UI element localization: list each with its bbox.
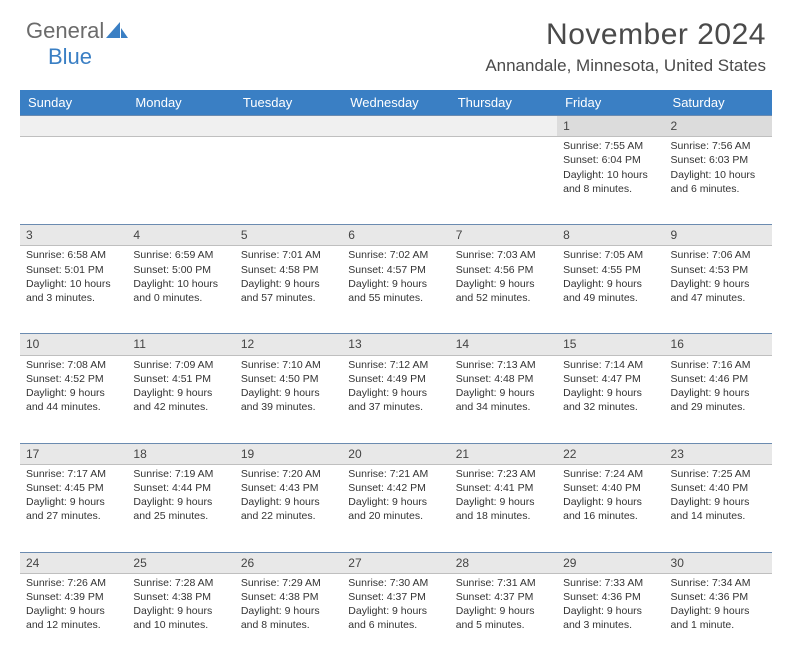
weekday-header: Wednesday: [342, 90, 449, 116]
day-number: 12: [235, 334, 342, 355]
day-content: Sunrise: 7:19 AM Sunset: 4:44 PM Dayligh…: [127, 464, 234, 552]
day-content: [450, 137, 557, 225]
day-content-row: Sunrise: 7:17 AM Sunset: 4:45 PM Dayligh…: [20, 464, 772, 552]
day-number: [127, 116, 234, 137]
day-number: 3: [20, 225, 127, 246]
day-content: Sunrise: 7:26 AM Sunset: 4:39 PM Dayligh…: [20, 573, 127, 661]
title-block: November 2024 Annandale, Minnesota, Unit…: [485, 18, 766, 76]
day-content: Sunrise: 7:28 AM Sunset: 4:38 PM Dayligh…: [127, 573, 234, 661]
day-content: Sunrise: 7:06 AM Sunset: 4:53 PM Dayligh…: [665, 246, 772, 334]
day-content: Sunrise: 7:08 AM Sunset: 4:52 PM Dayligh…: [20, 355, 127, 443]
day-number: 9: [665, 225, 772, 246]
weekday-header: Saturday: [665, 90, 772, 116]
day-content-row: Sunrise: 7:26 AM Sunset: 4:39 PM Dayligh…: [20, 573, 772, 661]
day-content: [342, 137, 449, 225]
day-content: Sunrise: 7:13 AM Sunset: 4:48 PM Dayligh…: [450, 355, 557, 443]
day-content: [127, 137, 234, 225]
day-content: Sunrise: 7:33 AM Sunset: 4:36 PM Dayligh…: [557, 573, 664, 661]
day-number: 21: [450, 443, 557, 464]
day-number: [450, 116, 557, 137]
day-number-row: 17181920212223: [20, 443, 772, 464]
logo: General Blue: [26, 18, 128, 70]
day-number: [342, 116, 449, 137]
day-content: [235, 137, 342, 225]
day-number: 20: [342, 443, 449, 464]
day-content: Sunrise: 7:12 AM Sunset: 4:49 PM Dayligh…: [342, 355, 449, 443]
day-number: 14: [450, 334, 557, 355]
day-number-row: 24252627282930: [20, 552, 772, 573]
day-content: [20, 137, 127, 225]
day-content: Sunrise: 7:31 AM Sunset: 4:37 PM Dayligh…: [450, 573, 557, 661]
location: Annandale, Minnesota, United States: [485, 56, 766, 76]
day-content: Sunrise: 7:14 AM Sunset: 4:47 PM Dayligh…: [557, 355, 664, 443]
day-number: 6: [342, 225, 449, 246]
day-number: 15: [557, 334, 664, 355]
day-number: 1: [557, 116, 664, 137]
day-content: Sunrise: 7:30 AM Sunset: 4:37 PM Dayligh…: [342, 573, 449, 661]
day-content: Sunrise: 7:20 AM Sunset: 4:43 PM Dayligh…: [235, 464, 342, 552]
day-number: 26: [235, 552, 342, 573]
day-content: Sunrise: 7:01 AM Sunset: 4:58 PM Dayligh…: [235, 246, 342, 334]
day-number: 17: [20, 443, 127, 464]
day-content-row: Sunrise: 7:08 AM Sunset: 4:52 PM Dayligh…: [20, 355, 772, 443]
day-content: Sunrise: 7:24 AM Sunset: 4:40 PM Dayligh…: [557, 464, 664, 552]
weekday-header: Tuesday: [235, 90, 342, 116]
day-number: 8: [557, 225, 664, 246]
day-content-row: Sunrise: 7:55 AM Sunset: 6:04 PM Dayligh…: [20, 137, 772, 225]
day-number: 29: [557, 552, 664, 573]
day-number: 23: [665, 443, 772, 464]
day-content: Sunrise: 7:55 AM Sunset: 6:04 PM Dayligh…: [557, 137, 664, 225]
day-number: [20, 116, 127, 137]
weekday-header: Thursday: [450, 90, 557, 116]
day-number: 22: [557, 443, 664, 464]
weekday-header-row: Sunday Monday Tuesday Wednesday Thursday…: [20, 90, 772, 116]
day-content: Sunrise: 6:58 AM Sunset: 5:01 PM Dayligh…: [20, 246, 127, 334]
month-title: November 2024: [485, 18, 766, 52]
day-number: 16: [665, 334, 772, 355]
day-number: 30: [665, 552, 772, 573]
weekday-header: Monday: [127, 90, 234, 116]
day-number: 25: [127, 552, 234, 573]
calendar-table: Sunday Monday Tuesday Wednesday Thursday…: [20, 90, 772, 661]
day-number-row: 3456789: [20, 225, 772, 246]
day-content: Sunrise: 7:56 AM Sunset: 6:03 PM Dayligh…: [665, 137, 772, 225]
day-content: Sunrise: 7:21 AM Sunset: 4:42 PM Dayligh…: [342, 464, 449, 552]
logo-text-1: General: [26, 18, 104, 43]
day-content: Sunrise: 7:23 AM Sunset: 4:41 PM Dayligh…: [450, 464, 557, 552]
day-content: Sunrise: 6:59 AM Sunset: 5:00 PM Dayligh…: [127, 246, 234, 334]
day-content-row: Sunrise: 6:58 AM Sunset: 5:01 PM Dayligh…: [20, 246, 772, 334]
day-number: 4: [127, 225, 234, 246]
day-number: 11: [127, 334, 234, 355]
day-content: Sunrise: 7:09 AM Sunset: 4:51 PM Dayligh…: [127, 355, 234, 443]
day-content: Sunrise: 7:03 AM Sunset: 4:56 PM Dayligh…: [450, 246, 557, 334]
day-content: Sunrise: 7:25 AM Sunset: 4:40 PM Dayligh…: [665, 464, 772, 552]
day-number: 18: [127, 443, 234, 464]
day-content: Sunrise: 7:05 AM Sunset: 4:55 PM Dayligh…: [557, 246, 664, 334]
day-content: Sunrise: 7:34 AM Sunset: 4:36 PM Dayligh…: [665, 573, 772, 661]
day-number: 7: [450, 225, 557, 246]
day-number: 5: [235, 225, 342, 246]
day-number: 10: [20, 334, 127, 355]
logo-sail-icon: [106, 22, 128, 43]
weekday-header: Friday: [557, 90, 664, 116]
day-number: 28: [450, 552, 557, 573]
day-number: 13: [342, 334, 449, 355]
day-content: Sunrise: 7:29 AM Sunset: 4:38 PM Dayligh…: [235, 573, 342, 661]
day-number: 19: [235, 443, 342, 464]
day-content: Sunrise: 7:02 AM Sunset: 4:57 PM Dayligh…: [342, 246, 449, 334]
day-content: Sunrise: 7:10 AM Sunset: 4:50 PM Dayligh…: [235, 355, 342, 443]
day-number-row: 10111213141516: [20, 334, 772, 355]
day-content: Sunrise: 7:16 AM Sunset: 4:46 PM Dayligh…: [665, 355, 772, 443]
day-content: Sunrise: 7:17 AM Sunset: 4:45 PM Dayligh…: [20, 464, 127, 552]
day-number: 2: [665, 116, 772, 137]
header: General Blue November 2024 Annandale, Mi…: [0, 0, 792, 82]
day-number: [235, 116, 342, 137]
day-number: 27: [342, 552, 449, 573]
day-number: 24: [20, 552, 127, 573]
weekday-header: Sunday: [20, 90, 127, 116]
logo-text-2: Blue: [48, 44, 92, 69]
day-number-row: 12: [20, 116, 772, 137]
